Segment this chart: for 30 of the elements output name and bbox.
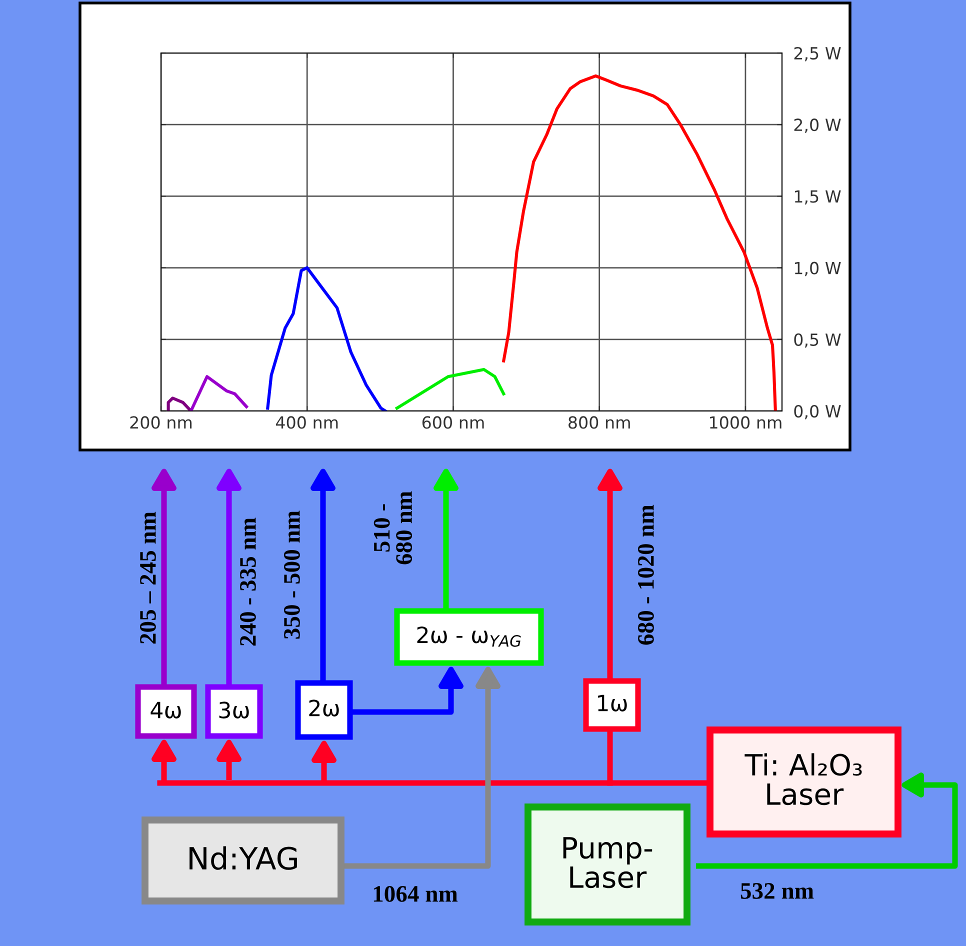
text: Nd:YAG (190, 846, 297, 870)
text: 2ω - ω$_{YAG}$ (417, 626, 521, 647)
text: Ti: Al₂O₃ Laser (744, 753, 862, 806)
y-tick-label: 1,0 W (794, 262, 841, 276)
y-tick-label: 0,0 W (794, 404, 841, 420)
line-series (395, 368, 506, 410)
y-tick-label: 1,5 W (794, 190, 841, 204)
x-tick-label: 200 nm (130, 416, 192, 429)
x-tick-label: 1000 nm (710, 416, 782, 429)
text: 510 - 680 nm (374, 491, 412, 564)
x-tick-label: 400 nm (276, 416, 338, 429)
text: 3ω (219, 702, 249, 718)
text: 4ω (150, 702, 181, 718)
text: Pump- Laser (563, 837, 652, 888)
x-tick-label: 800 nm (568, 416, 630, 429)
text: 532 nm (740, 883, 814, 899)
text: 680 - 1020 nm (638, 504, 654, 645)
line-series (502, 74, 777, 411)
text: 1ω (598, 694, 627, 712)
line-series (266, 266, 387, 411)
text: 205 – 245 nm (140, 512, 156, 644)
y-tick-label: 2,5 W (794, 46, 841, 62)
x-tick-label: 600 nm (422, 416, 484, 429)
line-series (189, 375, 248, 411)
text: 1064 nm (374, 886, 458, 902)
text: 350 - 500 nm (284, 510, 300, 639)
y-tick-label: 2,0 W (794, 118, 841, 133)
text: 2ω (309, 700, 339, 716)
y-tick-label: 0,5 W (794, 333, 841, 348)
text: 240 - 335 nm (240, 518, 256, 646)
